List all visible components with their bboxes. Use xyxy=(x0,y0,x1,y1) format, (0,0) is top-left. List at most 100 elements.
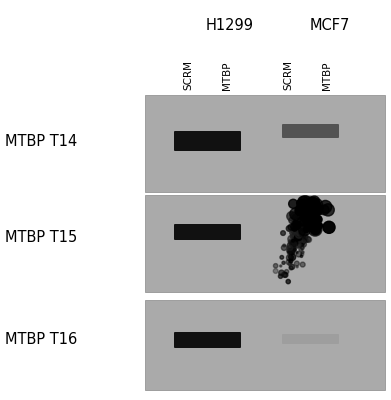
Circle shape xyxy=(308,199,320,211)
Circle shape xyxy=(312,200,319,207)
Text: SCRM: SCRM xyxy=(283,60,293,90)
Circle shape xyxy=(309,212,315,217)
Circle shape xyxy=(289,199,298,208)
Circle shape xyxy=(301,243,304,246)
Circle shape xyxy=(310,217,315,222)
Circle shape xyxy=(310,212,314,216)
Circle shape xyxy=(299,224,310,236)
Circle shape xyxy=(314,212,318,216)
Circle shape xyxy=(296,224,301,229)
Circle shape xyxy=(300,209,311,220)
Circle shape xyxy=(299,234,303,238)
Circle shape xyxy=(311,204,320,213)
Circle shape xyxy=(293,220,298,225)
Circle shape xyxy=(302,212,309,218)
Circle shape xyxy=(301,240,305,244)
Circle shape xyxy=(305,211,312,218)
Circle shape xyxy=(306,204,312,209)
Circle shape xyxy=(294,222,298,226)
Circle shape xyxy=(289,266,293,270)
Circle shape xyxy=(303,212,307,216)
Circle shape xyxy=(297,209,300,212)
Circle shape xyxy=(300,212,305,217)
Circle shape xyxy=(305,215,311,222)
Circle shape xyxy=(297,240,304,247)
Circle shape xyxy=(310,218,318,226)
Circle shape xyxy=(295,233,302,241)
Circle shape xyxy=(303,202,306,206)
Circle shape xyxy=(304,218,312,226)
Circle shape xyxy=(291,212,298,219)
Circle shape xyxy=(309,203,321,215)
Circle shape xyxy=(297,202,305,210)
Circle shape xyxy=(303,211,317,225)
Circle shape xyxy=(306,198,319,211)
Circle shape xyxy=(287,248,291,253)
Circle shape xyxy=(299,230,304,235)
Circle shape xyxy=(279,270,284,276)
Circle shape xyxy=(287,245,292,250)
Circle shape xyxy=(282,272,287,277)
Circle shape xyxy=(299,196,312,209)
Circle shape xyxy=(293,235,298,240)
Circle shape xyxy=(306,212,320,226)
Circle shape xyxy=(306,213,312,219)
Circle shape xyxy=(287,251,291,254)
Circle shape xyxy=(319,205,329,215)
Circle shape xyxy=(301,242,307,247)
Text: MCF7: MCF7 xyxy=(310,18,350,33)
Circle shape xyxy=(288,248,292,253)
Circle shape xyxy=(298,196,308,207)
Circle shape xyxy=(306,219,314,226)
Circle shape xyxy=(303,205,307,208)
Circle shape xyxy=(293,232,299,238)
Circle shape xyxy=(301,253,304,256)
Circle shape xyxy=(296,230,301,236)
Circle shape xyxy=(292,239,294,242)
Circle shape xyxy=(293,230,298,234)
Circle shape xyxy=(307,197,315,204)
Circle shape xyxy=(302,234,308,240)
Circle shape xyxy=(296,223,303,230)
Circle shape xyxy=(299,217,305,223)
Text: SCRM: SCRM xyxy=(183,60,193,90)
Circle shape xyxy=(288,235,295,243)
Circle shape xyxy=(288,224,294,230)
Circle shape xyxy=(309,196,320,206)
Circle shape xyxy=(296,225,300,230)
Circle shape xyxy=(323,221,335,233)
Circle shape xyxy=(285,270,289,274)
Circle shape xyxy=(303,238,308,243)
Circle shape xyxy=(305,216,310,222)
Circle shape xyxy=(297,217,305,226)
Circle shape xyxy=(302,201,308,208)
Circle shape xyxy=(301,202,305,206)
Circle shape xyxy=(317,210,322,215)
Circle shape xyxy=(299,248,303,251)
Circle shape xyxy=(280,265,282,267)
Circle shape xyxy=(299,229,305,236)
Circle shape xyxy=(289,254,296,260)
FancyBboxPatch shape xyxy=(282,124,339,138)
Circle shape xyxy=(303,225,306,228)
Circle shape xyxy=(291,223,298,230)
Circle shape xyxy=(290,242,295,247)
Circle shape xyxy=(303,207,313,217)
Circle shape xyxy=(308,202,314,208)
Circle shape xyxy=(296,252,298,254)
FancyBboxPatch shape xyxy=(174,332,241,348)
Circle shape xyxy=(291,228,296,233)
Circle shape xyxy=(293,221,301,229)
Circle shape xyxy=(309,202,314,208)
Circle shape xyxy=(296,228,300,232)
Circle shape xyxy=(300,201,308,208)
Text: H1299: H1299 xyxy=(206,18,254,33)
Circle shape xyxy=(294,242,301,248)
Circle shape xyxy=(305,200,310,204)
Circle shape xyxy=(295,236,299,240)
Circle shape xyxy=(289,240,294,246)
Circle shape xyxy=(308,199,312,202)
Circle shape xyxy=(290,229,297,236)
Circle shape xyxy=(303,213,311,221)
Circle shape xyxy=(292,237,297,242)
